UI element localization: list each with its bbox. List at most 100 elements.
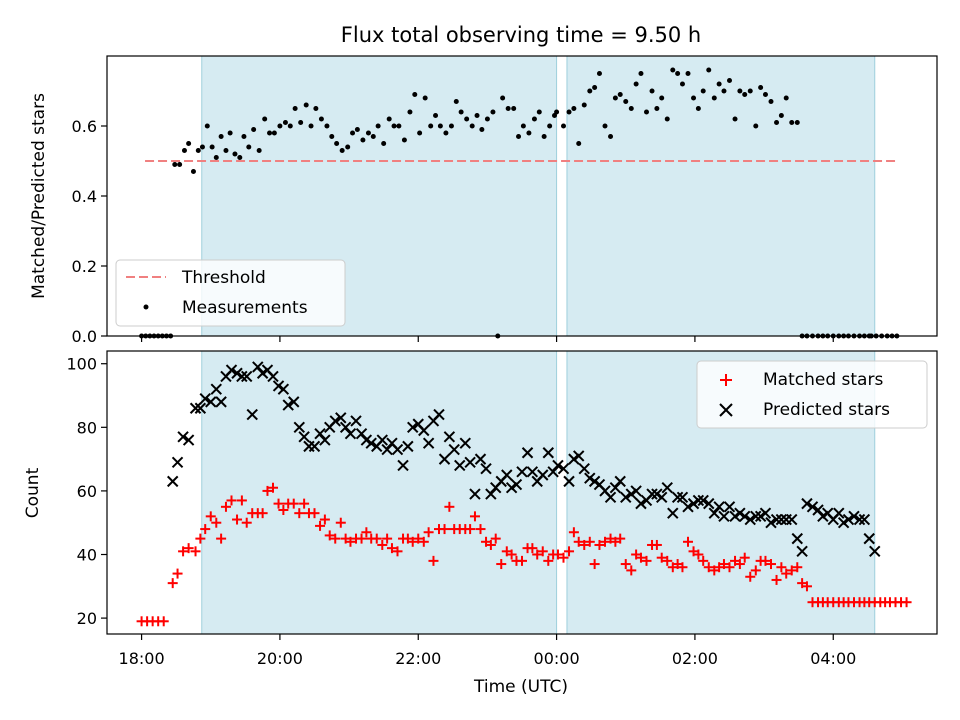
measurement-point (181, 148, 187, 153)
top-legend[interactable]: Threshold Measurements (115, 259, 346, 327)
matched-star-point (506, 549, 517, 560)
predicted-star-point (267, 370, 279, 383)
predicted-star-point (552, 459, 564, 472)
matched-star-point (901, 597, 912, 608)
measurement-point (794, 120, 800, 125)
measurement-point (884, 333, 890, 339)
measurement-point (495, 333, 501, 339)
predicted-star-point (277, 383, 290, 395)
measurement-point (520, 123, 526, 129)
matched-star-point (158, 616, 169, 627)
predicted-star-point (252, 361, 264, 373)
predicted-star-point (563, 475, 575, 488)
measurement-point (596, 71, 602, 76)
matched-star-point (771, 574, 782, 585)
predicted-star-point (241, 370, 253, 383)
predicted-star-point (438, 453, 451, 465)
measurement-point (139, 333, 145, 339)
predicted-star-point (833, 507, 845, 519)
predicted-star-point (770, 513, 783, 526)
matched-star-point (262, 485, 273, 496)
measurement-point (303, 102, 309, 108)
bottom-legend[interactable]: Matched stars Predicted stars (696, 360, 928, 429)
measurement-point (617, 92, 623, 97)
matched-star-point (724, 562, 735, 573)
matched-stars-points (136, 482, 912, 627)
matched-star-point (418, 536, 429, 547)
matched-star-point (776, 562, 787, 573)
measurement-point (437, 123, 443, 129)
measurement-point (199, 144, 205, 150)
matched-star-point (469, 511, 480, 522)
measurement-point (783, 95, 789, 101)
measurement-point (292, 106, 298, 111)
predicted-star-point (723, 501, 736, 513)
y-tick-label: 0.4 (72, 187, 97, 206)
observing-band (566, 55, 876, 337)
measurement-point (623, 99, 629, 104)
predicted-stars-points (167, 361, 881, 558)
matched-star-point (620, 559, 631, 570)
predicted-star-point (516, 466, 528, 478)
matched-star-point (299, 498, 310, 509)
measurement-point (386, 116, 392, 122)
matched-star-point (444, 501, 455, 512)
predicted-star-point (692, 494, 705, 507)
predicted-star-point (501, 469, 513, 481)
matched-star-point (760, 555, 771, 566)
measurement-point (825, 333, 831, 339)
predicted-star-point (697, 494, 709, 507)
predicted-star-point (646, 488, 658, 500)
measurement-point (227, 130, 233, 136)
matched-star-point (315, 520, 326, 531)
measurement-point (889, 333, 895, 339)
measurement-point (223, 148, 229, 153)
measurement-point (747, 88, 753, 94)
predicted-star-point (713, 501, 725, 513)
measurement-point (396, 123, 402, 129)
predicted-star-point (308, 440, 321, 453)
legend-measurements-swatch (143, 304, 149, 310)
predicted-star-point (744, 513, 756, 526)
matched-star-point (172, 568, 183, 579)
predicted-star-point (459, 437, 471, 449)
y-tick-label: 0.6 (72, 117, 97, 136)
matched-star-point (324, 530, 335, 541)
measurement-point (490, 109, 496, 115)
x-tick-label: 18:00 (119, 649, 165, 668)
y-tick-label: 0.2 (72, 257, 97, 276)
measurement-point (830, 333, 836, 339)
measurement-point (464, 116, 470, 122)
matched-star-point (361, 527, 372, 538)
predicted-star-point (796, 545, 808, 558)
predicted-star-point (335, 412, 347, 424)
measurement-point (536, 109, 542, 115)
measurement-point (479, 127, 485, 132)
matched-star-point (288, 498, 299, 509)
matched-star-point (656, 552, 667, 563)
measurement-point (218, 134, 224, 139)
predicted-star-point (448, 443, 460, 456)
measurement-point (375, 123, 381, 129)
matched-star-point (413, 533, 424, 544)
top-ylabel: Matched/Predicted stars (29, 93, 49, 299)
matched-star-point (241, 517, 252, 528)
predicted-star-point (759, 507, 772, 519)
measurement-point (633, 81, 639, 87)
matched-star-point (371, 533, 382, 544)
predicted-star-point (469, 488, 481, 500)
measurement-point (318, 116, 324, 122)
predicted-star-point (775, 513, 788, 526)
measurement-point (195, 148, 201, 153)
matched-star-point (698, 555, 709, 566)
measurement-point (700, 88, 706, 94)
predicted-star-point (671, 491, 684, 503)
predicted-star-point (205, 396, 217, 408)
measurement-point (576, 141, 582, 146)
predicted-star-point (676, 491, 689, 503)
predicted-star-point (454, 459, 466, 472)
predicted-star-point (765, 517, 777, 529)
measurement-point (428, 123, 434, 129)
predicted-star-point (614, 475, 626, 488)
